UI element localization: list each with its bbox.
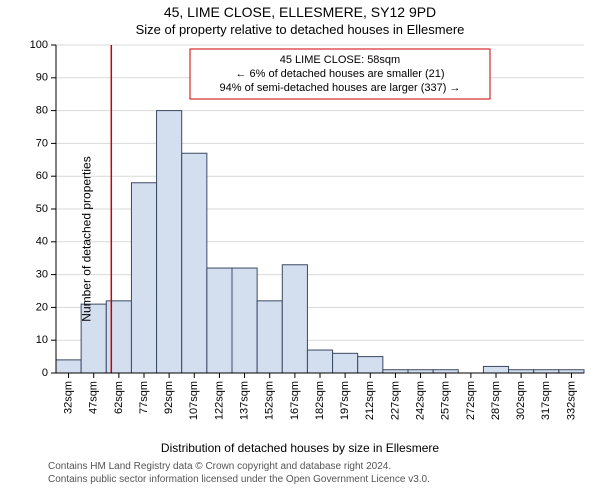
y-axis-label: Number of detached properties bbox=[80, 156, 94, 321]
x-tick-label: 167sqm bbox=[289, 381, 301, 420]
histogram-bar bbox=[232, 268, 257, 373]
x-tick-label: 122sqm bbox=[213, 381, 225, 420]
histogram-bar bbox=[131, 183, 156, 373]
y-tick-label: 20 bbox=[36, 301, 48, 313]
x-tick-label: 257sqm bbox=[440, 381, 452, 420]
histogram-bar bbox=[106, 301, 131, 373]
histogram-bar bbox=[358, 357, 383, 373]
y-tick-label: 100 bbox=[30, 39, 48, 51]
x-axis-label: Distribution of detached houses by size … bbox=[0, 441, 600, 455]
x-tick-label: 152sqm bbox=[264, 381, 276, 420]
x-tick-label: 317sqm bbox=[540, 381, 552, 420]
histogram-bar bbox=[257, 301, 282, 373]
y-tick-label: 40 bbox=[36, 236, 48, 248]
histogram-bar bbox=[307, 350, 332, 373]
page-title-1: 45, LIME CLOSE, ELLESMERE, SY12 9PD bbox=[0, 4, 600, 20]
histogram-bar bbox=[207, 268, 232, 373]
y-tick-label: 10 bbox=[36, 334, 48, 346]
y-tick-label: 50 bbox=[36, 203, 48, 215]
chart-container: Number of detached properties 0 10 20 30 40 5… bbox=[0, 39, 600, 439]
page-title-2: Size of property relative to detached ho… bbox=[0, 22, 600, 37]
histogram-bar bbox=[157, 111, 182, 373]
y-tick-label: 30 bbox=[36, 269, 48, 281]
x-tick-label: 287sqm bbox=[490, 381, 502, 420]
x-tick-label: 227sqm bbox=[389, 381, 401, 420]
footer-line-1: Contains HM Land Registry data © Crown c… bbox=[48, 461, 590, 474]
annotation-line: 45 LIME CLOSE: 58sqm bbox=[280, 54, 400, 66]
histogram-bar bbox=[182, 153, 207, 373]
x-tick-label: 77sqm bbox=[138, 381, 150, 414]
x-tick-label: 302sqm bbox=[515, 381, 527, 420]
x-tick-label: 137sqm bbox=[238, 381, 250, 420]
y-tick-label: 70 bbox=[36, 137, 48, 149]
y-tick-label: 0 bbox=[42, 367, 48, 379]
x-tick-label: 197sqm bbox=[339, 381, 351, 420]
histogram-bar bbox=[56, 360, 81, 373]
y-tick-label: 90 bbox=[36, 72, 48, 84]
x-tick-label: 107sqm bbox=[188, 381, 200, 420]
annotation-line: 94% of semi-detached houses are larger (… bbox=[220, 82, 461, 94]
footer-line-2: Contains public sector information licen… bbox=[48, 474, 590, 487]
x-tick-label: 332sqm bbox=[565, 381, 577, 420]
x-tick-label: 212sqm bbox=[364, 381, 376, 420]
histogram-bar bbox=[282, 265, 307, 373]
x-tick-label: 62sqm bbox=[113, 381, 125, 414]
annotation-line: ← 6% of detached houses are smaller (21) bbox=[235, 68, 444, 80]
y-tick-label: 60 bbox=[36, 170, 48, 182]
x-tick-label: 242sqm bbox=[414, 381, 426, 420]
histogram-bar bbox=[333, 353, 358, 373]
histogram-bar bbox=[483, 366, 508, 373]
x-tick-label: 92sqm bbox=[163, 381, 175, 414]
x-tick-label: 47sqm bbox=[88, 381, 100, 414]
x-tick-label: 182sqm bbox=[314, 381, 326, 420]
footer-attribution: Contains HM Land Registry data © Crown c… bbox=[48, 461, 590, 486]
x-tick-label: 32sqm bbox=[62, 381, 74, 414]
y-tick-label: 80 bbox=[36, 105, 48, 117]
x-tick-label: 272sqm bbox=[465, 381, 477, 420]
